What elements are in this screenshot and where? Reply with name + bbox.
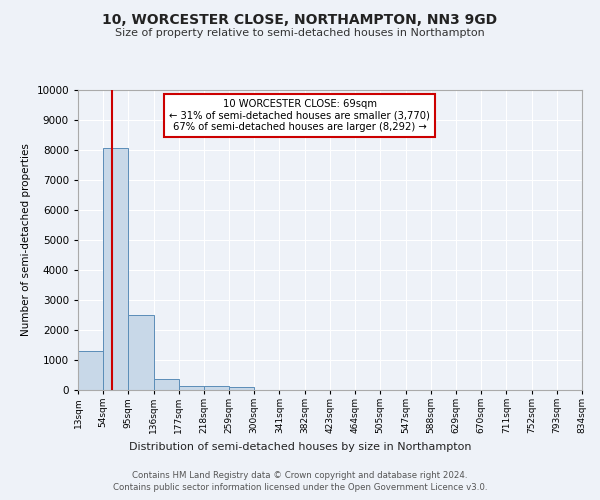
Text: 10, WORCESTER CLOSE, NORTHAMPTON, NN3 9GD: 10, WORCESTER CLOSE, NORTHAMPTON, NN3 9G… [103, 12, 497, 26]
Bar [78, 351, 103, 390]
Bar [128, 315, 154, 390]
Text: 10 WORCESTER CLOSE: 69sqm
← 31% of semi-detached houses are smaller (3,770)
67% : 10 WORCESTER CLOSE: 69sqm ← 31% of semi-… [169, 99, 430, 132]
Bar [154, 378, 179, 390]
Text: Contains public sector information licensed under the Open Government Licence v3: Contains public sector information licen… [113, 484, 487, 492]
Text: Size of property relative to semi-detached houses in Northampton: Size of property relative to semi-detach… [115, 28, 485, 38]
Bar [103, 148, 128, 390]
Y-axis label: Number of semi-detached properties: Number of semi-detached properties [21, 144, 31, 336]
Text: Distribution of semi-detached houses by size in Northampton: Distribution of semi-detached houses by … [129, 442, 471, 452]
Bar [204, 386, 229, 390]
Text: Contains HM Land Registry data © Crown copyright and database right 2024.: Contains HM Land Registry data © Crown c… [132, 471, 468, 480]
Bar [229, 387, 254, 390]
Bar [179, 386, 204, 390]
